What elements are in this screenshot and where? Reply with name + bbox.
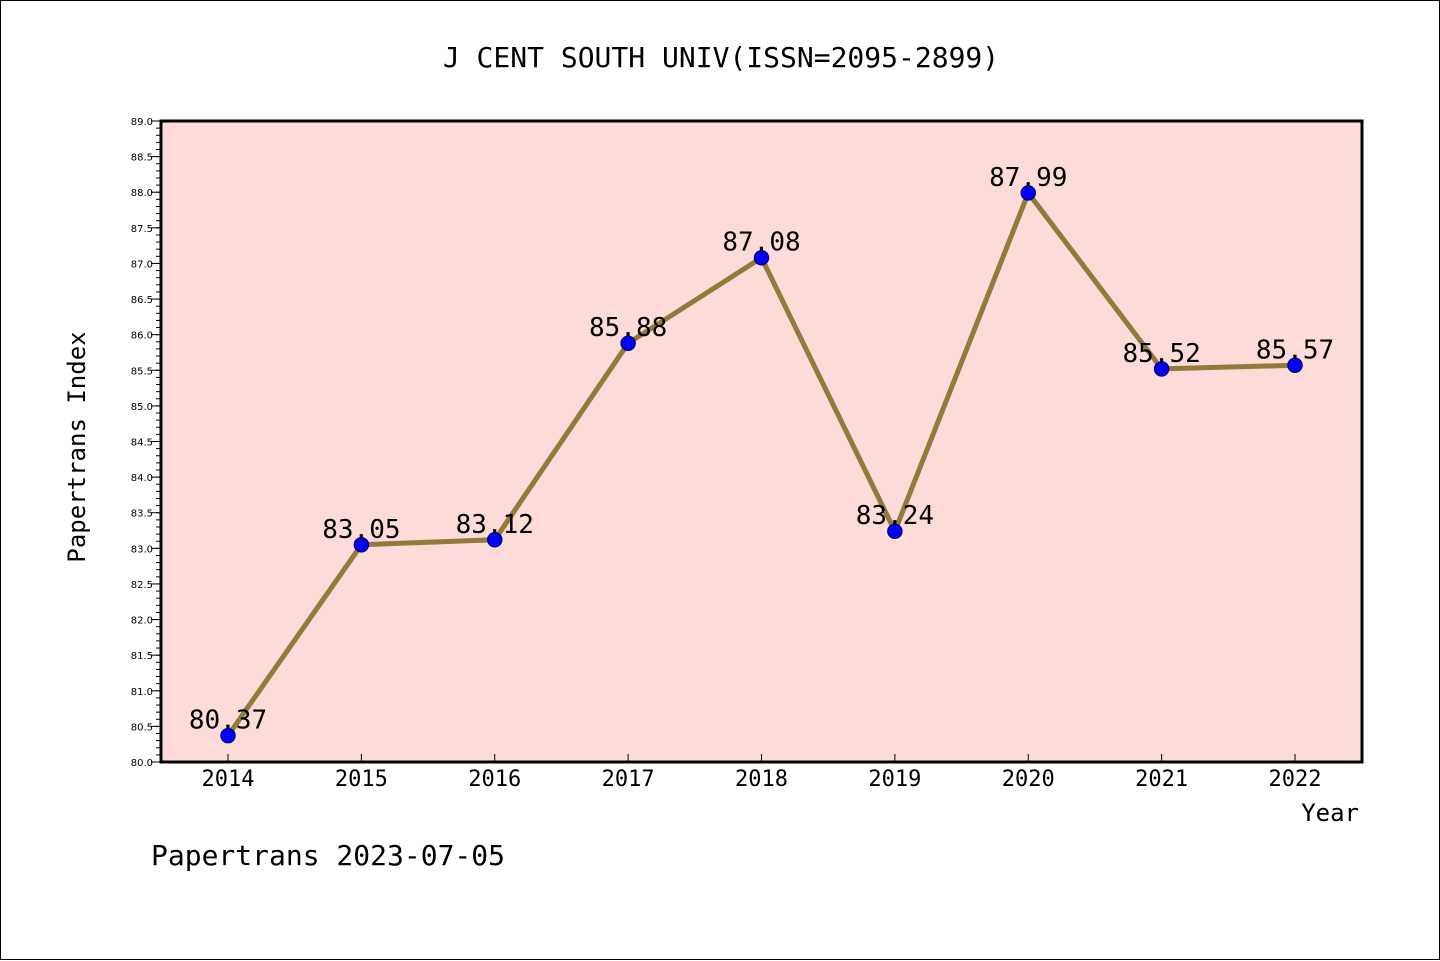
y-tick-label: 82.0 <box>131 616 153 627</box>
plot-area <box>159 119 1364 764</box>
data-label-2016: 83.12 <box>456 510 534 540</box>
y-tick-label: 80.5 <box>131 722 153 733</box>
y-tick-label: 85.0 <box>131 402 153 413</box>
x-tick-label: 2014 <box>202 767 255 792</box>
y-axis-title: Papertrans Index <box>63 331 91 562</box>
y-tick-label: 81.5 <box>131 651 153 662</box>
data-point-2016 <box>487 532 503 548</box>
y-tick-label: 83.0 <box>131 544 153 555</box>
data-label-2022: 85.57 <box>1256 335 1334 365</box>
y-axis: 80.0 80.5 81.0 81.5 82.0 82.5 83.0 83.5 84.0 84.5… <box>131 117 161 769</box>
data-point-2018 <box>753 249 770 266</box>
footer-text: Papertrans 2023-07-05 <box>151 839 505 872</box>
data-point-2020 <box>1020 185 1036 201</box>
data-point-2022 <box>1287 357 1303 374</box>
data-label-2021: 85.52 <box>1122 339 1200 369</box>
y-tick-label: 86.5 <box>131 295 153 306</box>
x-tick-label: 2018 <box>735 767 788 792</box>
x-axis: 2014 2015 2016 2017 2018 2019 2020 2021 2022 <box>202 754 1322 792</box>
y-tick-label: 86.0 <box>131 331 153 342</box>
x-axis-title: Year <box>1301 799 1359 827</box>
x-tick-label: 2020 <box>1002 767 1055 792</box>
y-tick-label: 80.0 <box>131 758 153 769</box>
x-tick-label: 2016 <box>468 767 521 792</box>
chart-title: J CENT SOUTH UNIV(ISSN=2095-2899) <box>443 41 999 74</box>
x-tick-label: 2019 <box>868 767 921 792</box>
data-label-2020: 87.99 <box>989 163 1067 193</box>
y-tick-label: 89.0 <box>131 117 153 128</box>
data-point-2015 <box>353 537 370 553</box>
y-tick-label: 88.0 <box>131 188 153 199</box>
series-markers <box>220 185 1303 744</box>
data-point-2014 <box>220 727 236 744</box>
data-point-2019 <box>887 523 903 539</box>
y-tick-label: 84.5 <box>131 438 153 449</box>
data-label-2015: 83.05 <box>322 515 400 545</box>
y-tick-label: 88.5 <box>131 153 153 164</box>
x-tick-label: 2017 <box>602 767 655 792</box>
x-tick-label: 2015 <box>335 767 388 792</box>
data-label-2019: 83.24 <box>856 501 934 531</box>
y-tick-label: 85.5 <box>131 366 153 377</box>
y-tick-label: 81.0 <box>131 687 153 698</box>
data-label-2014: 80.37 <box>189 706 267 736</box>
data-label-2017: 85.88 <box>589 313 667 343</box>
x-tick-label: 2022 <box>1269 767 1322 792</box>
x-tick-label: 2021 <box>1135 767 1188 792</box>
y-tick-label: 87.5 <box>131 224 153 235</box>
data-labels: 80.37 83.05 83.12 85.88 87.08 83.24 87.99 85.52… <box>189 163 1334 736</box>
y-tick-label: 82.5 <box>131 580 153 591</box>
data-label-2018: 87.08 <box>722 228 800 258</box>
data-point-2017 <box>620 335 636 351</box>
data-point-2021 <box>1153 361 1170 377</box>
y-tick-label: 87.0 <box>131 259 153 270</box>
y-tick-label: 84.0 <box>131 473 153 484</box>
y-tick-label: 83.5 <box>131 509 153 520</box>
